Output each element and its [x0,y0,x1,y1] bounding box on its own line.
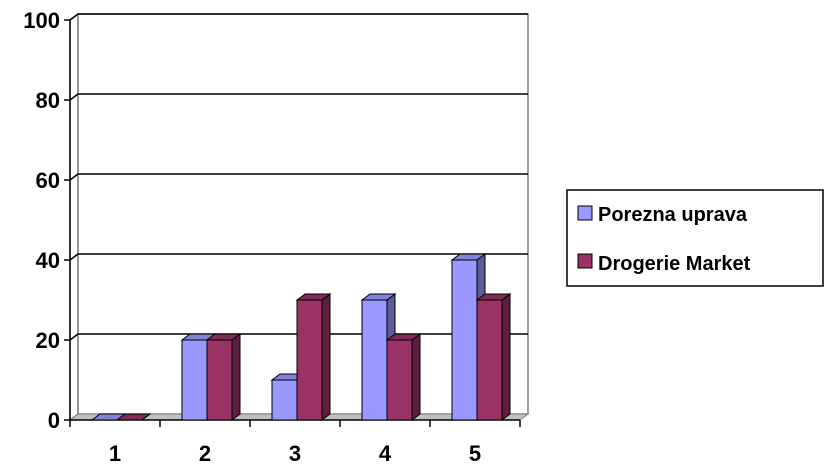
y-axis-tick-labels: 0 20 40 60 80 100 [23,8,60,433]
gridline [69,173,528,181]
bar-drogerie-market-5 [475,293,512,421]
bar-side [321,293,331,421]
legend-label-drogerie-market: Drogerie Market [598,253,751,275]
legend: Porezna uprava Drogerie Market [566,189,824,287]
side-wall [69,12,79,422]
gridline [69,93,528,101]
bar-front [206,339,233,421]
bar-drogerie-market-3 [295,293,332,421]
legend-swatch-drogerie-market [577,253,593,269]
y-tick-label: 40 [36,248,60,273]
gridlines [69,13,528,341]
x-tick-label: 1 [109,441,121,466]
gridline [69,13,528,21]
bar-top [115,413,152,421]
y-tick-label: 60 [36,168,60,193]
x-axis-tick-labels: 1 2 3 4 5 [109,441,481,466]
y-tick-label: 20 [36,328,60,353]
y-tick-label: 80 [36,88,60,113]
bar-side [501,293,511,421]
gridline [69,253,528,261]
legend-frame [566,189,824,287]
bar-front [361,299,388,421]
bar-side [411,333,421,421]
bar-front [271,379,298,421]
bar-drogerie-market-1 [115,413,152,421]
bar-front [476,299,503,421]
x-tick-label: 4 [379,441,392,466]
legend-swatch-porezna-uprava [577,205,593,221]
x-tick-label: 2 [199,441,211,466]
bar-front [386,339,413,421]
x-tick-label: 3 [289,441,301,466]
bar-front [451,259,478,421]
bar-drogerie-market-4 [385,333,422,421]
bars [90,253,512,421]
x-tick-label: 5 [469,441,481,466]
legend-label-porezna-uprava: Porezna uprava [598,204,748,226]
y-tick-label: 0 [48,408,60,433]
bar-front [296,299,323,421]
bar-drogerie-market-2 [205,333,242,421]
bar-side [231,333,241,421]
bar-front [181,339,208,421]
y-tick-label: 100 [23,8,60,33]
